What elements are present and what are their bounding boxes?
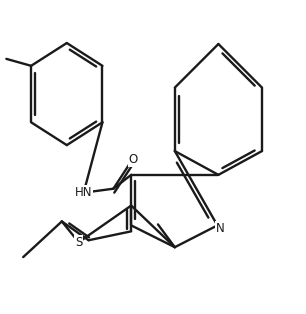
Text: O: O — [129, 153, 138, 166]
Text: HN: HN — [75, 186, 92, 199]
Text: S: S — [75, 236, 82, 249]
Text: N: N — [216, 222, 225, 235]
